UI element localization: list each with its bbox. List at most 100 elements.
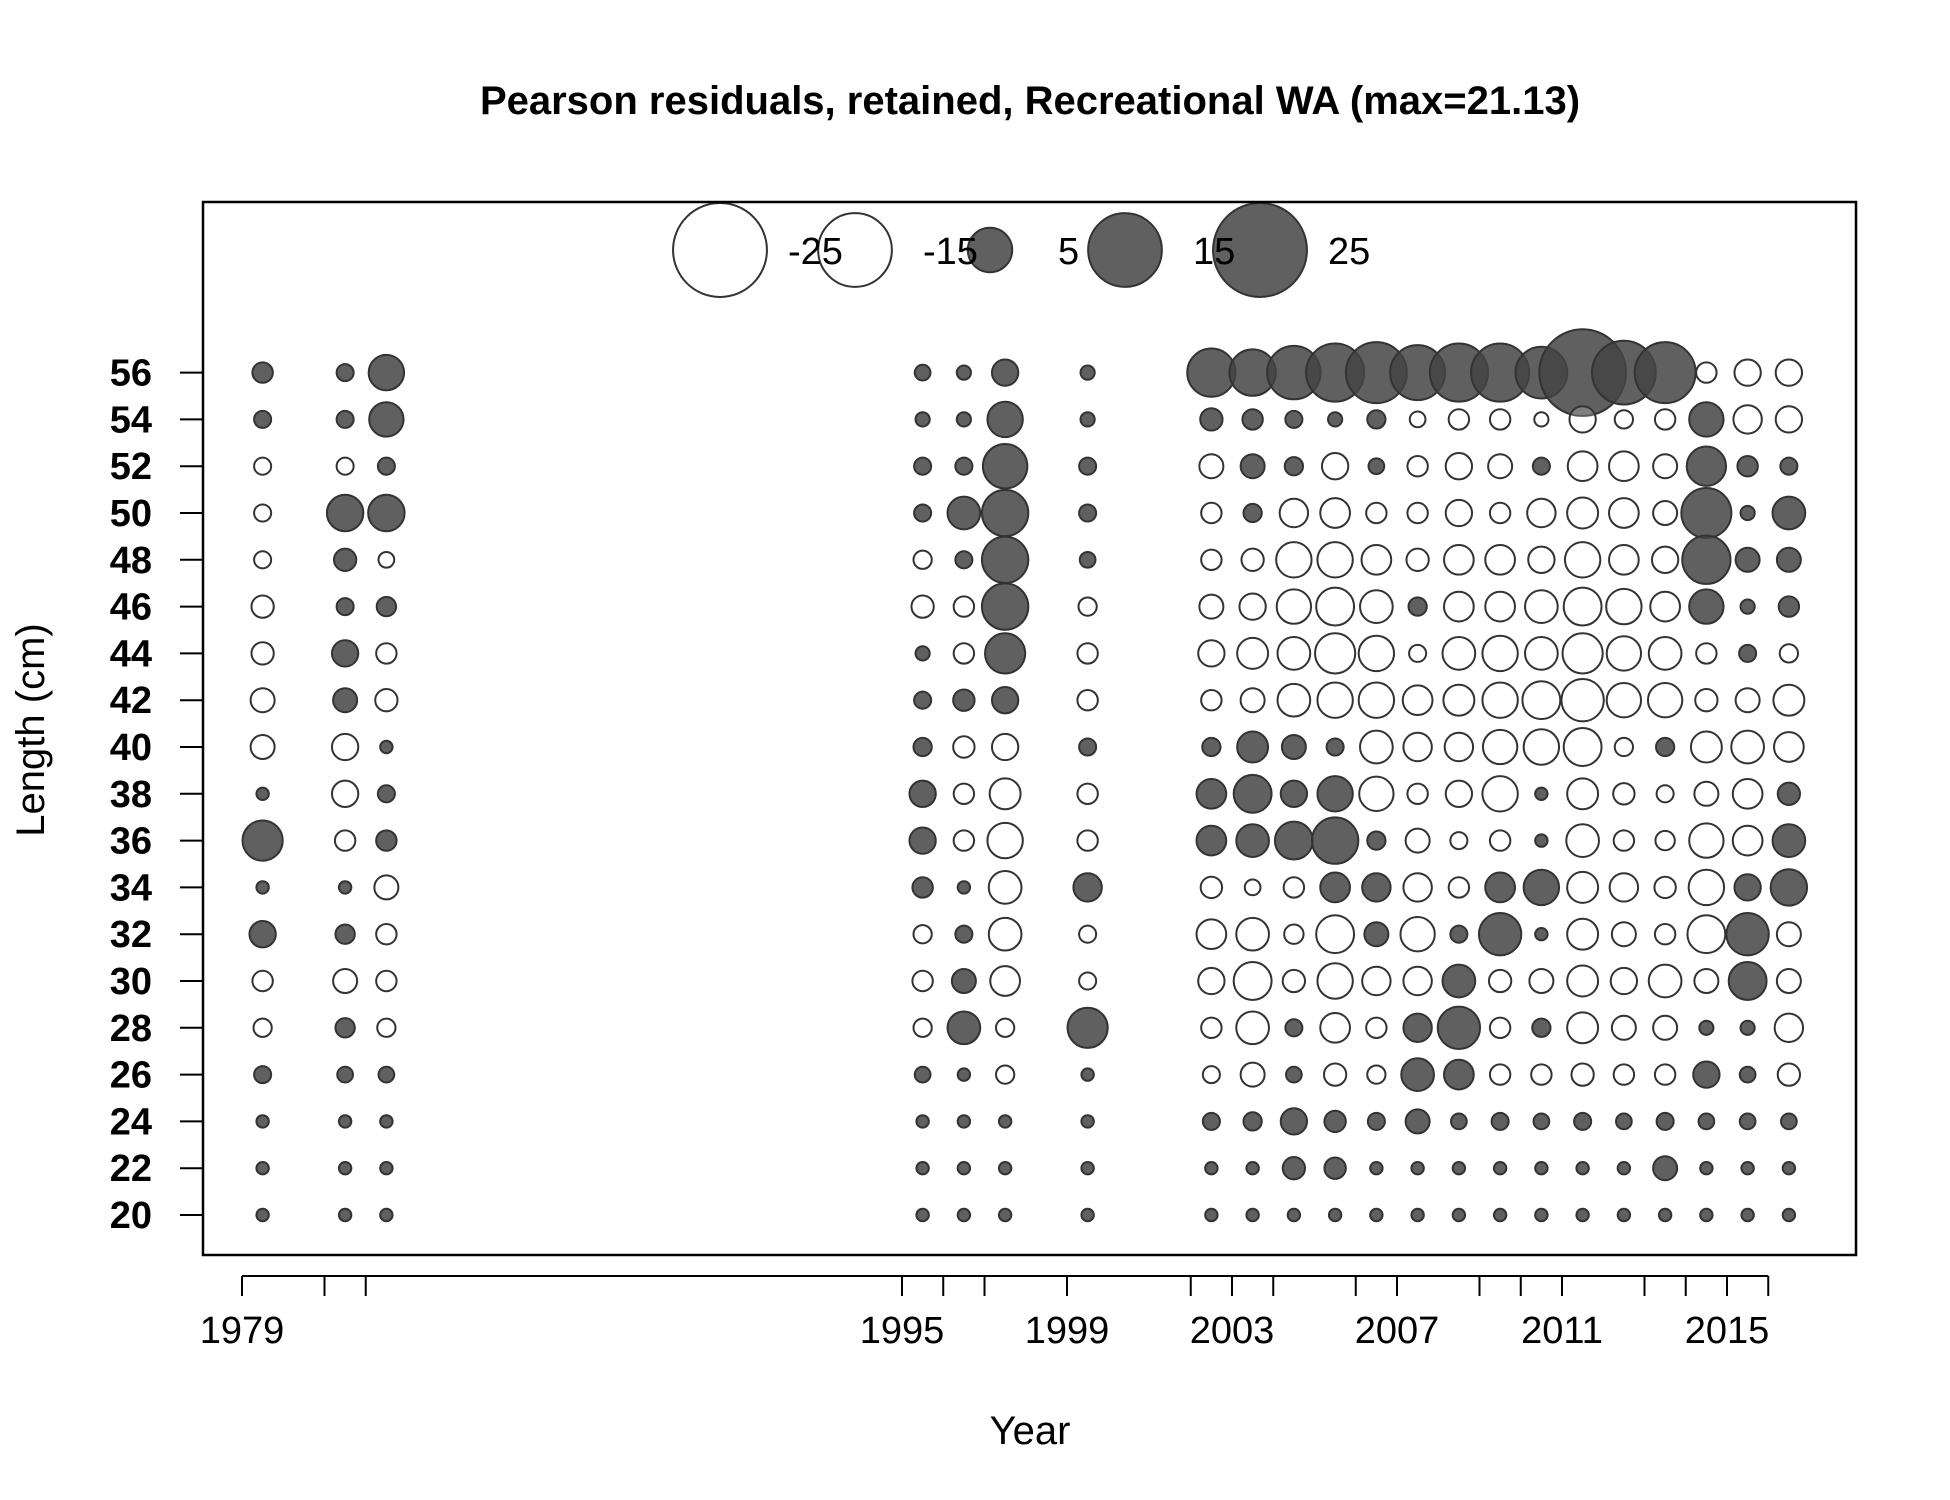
x-tick-label: 1995 (860, 1310, 945, 1352)
residual-bubble (1283, 923, 1305, 945)
residual-bubble (1360, 543, 1393, 576)
residual-bubble (1616, 1207, 1632, 1223)
residual-bubble (253, 1065, 273, 1085)
residual-bubble (1444, 452, 1474, 481)
residual-bubble (1484, 543, 1516, 576)
residual-bubble (335, 409, 355, 429)
residual-bubble (332, 687, 359, 714)
residual-bubble (1444, 498, 1474, 528)
residual-bubble (1436, 1005, 1482, 1050)
residual-bubble (1686, 914, 1727, 955)
residual-bubble (1359, 589, 1394, 624)
residual-bubble (1653, 1063, 1677, 1086)
y-tick-label: 48 (110, 540, 152, 582)
residual-bubble (1232, 961, 1273, 1001)
residual-bubble (1685, 445, 1728, 487)
residual-bubble (915, 1207, 930, 1223)
residual-bubble (334, 923, 356, 945)
residual-bubble (1781, 1207, 1797, 1223)
residual-bubble (1573, 1111, 1593, 1131)
residual-bubble (1612, 829, 1636, 852)
residual-bubble (1692, 1060, 1721, 1089)
residual-bubble (1279, 779, 1309, 808)
y-tick-label: 50 (110, 493, 152, 535)
residual-bubble (1361, 872, 1392, 903)
y-tick-label: 56 (110, 353, 152, 395)
residual-bubble (1616, 1160, 1632, 1176)
residual-bubble (1736, 454, 1759, 478)
residual-bubble (1698, 1019, 1715, 1036)
residual-bubble (335, 597, 355, 617)
residual-bubble (1447, 408, 1471, 431)
residual-bubble (987, 870, 1023, 905)
residual-bubble (997, 1207, 1013, 1223)
residual-bubble (1484, 590, 1516, 623)
residual-bubble (1406, 501, 1429, 525)
residual-bubble (1566, 917, 1600, 951)
residual-bubble (1275, 541, 1313, 579)
residual-bubble (1568, 405, 1597, 434)
residual-bubble (1488, 1016, 1512, 1040)
residual-bubble (1275, 588, 1313, 625)
residual-bubble (1239, 687, 1266, 714)
residual-bubble (1647, 963, 1683, 999)
residual-bubble (1365, 501, 1388, 525)
residual-bubble (1447, 876, 1471, 899)
residual-bubble (1186, 347, 1237, 398)
residual-bubble (1235, 1010, 1270, 1046)
residual-bubble (915, 1160, 930, 1176)
residual-bubble (980, 535, 1030, 584)
residual-bubble (956, 1207, 972, 1223)
residual-bubble (912, 1017, 933, 1038)
residual-bubble (1442, 683, 1476, 717)
residual-bubble (1488, 501, 1512, 525)
residual-bubble (1608, 497, 1640, 529)
y-tick-label: 28 (110, 1008, 152, 1050)
residual-bubble (1204, 1207, 1219, 1223)
residual-bubble (330, 732, 360, 762)
residual-bubble (990, 686, 1020, 715)
residual-bubble (1652, 1155, 1679, 1182)
residual-bubble (1524, 636, 1559, 671)
residual-bubble (1316, 681, 1354, 719)
residual-bubble (1688, 822, 1725, 859)
residual-bubble (1316, 541, 1354, 579)
residual-bubble (1359, 729, 1394, 765)
residual-bubble (1322, 1062, 1348, 1087)
legend-label: -25 (788, 231, 843, 273)
residual-bubble (1240, 547, 1265, 572)
residual-bubble (251, 361, 274, 384)
residual-bubble (1283, 456, 1305, 477)
residual-bubble (1488, 829, 1512, 852)
residual-bubble (374, 688, 399, 713)
residual-bubble (1612, 1063, 1636, 1086)
residual-bubble (1408, 410, 1427, 429)
residual-bubble (952, 829, 976, 852)
residual-bubble (1776, 1062, 1802, 1087)
residual-bubble (1242, 502, 1263, 524)
residual-bubble (250, 594, 275, 619)
residual-bubble (1441, 636, 1477, 671)
residual-bubble (1566, 496, 1600, 530)
residual-bubble (1323, 1109, 1347, 1134)
residual-bubble (914, 411, 931, 428)
residual-bubble (1286, 1207, 1302, 1223)
residual-bubble (1072, 872, 1103, 903)
residual-bubble (1451, 1160, 1467, 1176)
x-axis-label: Year (990, 1409, 1071, 1453)
residual-bubble (255, 880, 270, 895)
residual-bubble (1441, 963, 1477, 999)
residual-bubble (1080, 1067, 1095, 1082)
residual-bubble (1653, 408, 1677, 431)
residual-bubble (994, 1017, 1016, 1038)
residual-bubble (1605, 635, 1643, 672)
residual-bubble (1319, 871, 1351, 904)
residual-bubble (1534, 786, 1549, 802)
residual-bubble (1402, 1012, 1433, 1044)
residual-bubble (1282, 876, 1306, 899)
residual-bubble (1357, 634, 1396, 673)
residual-bubble (1358, 775, 1395, 812)
residual-bubble (1366, 830, 1387, 851)
residual-bubble (1654, 829, 1676, 852)
residual-bubble (1366, 1111, 1386, 1131)
